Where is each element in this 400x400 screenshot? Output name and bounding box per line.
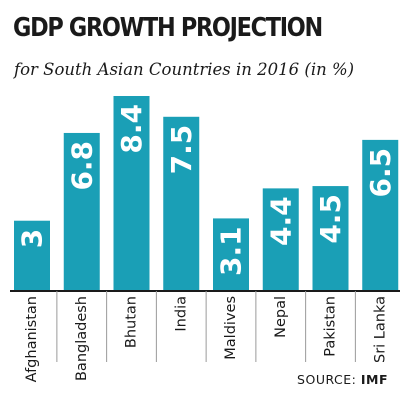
bar-bangladesh (63, 132, 100, 290)
category-label: Nepal (273, 296, 289, 338)
bar-maldives (213, 218, 249, 290)
bar-value-label: 3 (16, 229, 49, 248)
source-name: IMF (360, 372, 388, 387)
source-credit: SOURCE: IMF (297, 372, 388, 387)
bar-afghanistan (14, 220, 50, 290)
chart-title: GDP GROWTH PROJECTION (13, 13, 323, 43)
bar-value-label: 6.8 (65, 141, 98, 191)
category-label: Bhutan (124, 296, 140, 348)
chart-subtitle: for South Asian Countries in 2016 (in %) (14, 60, 355, 79)
bar-value-label: 3.1 (215, 226, 248, 276)
bar-india (163, 116, 200, 291)
source-prefix: SOURCE: (297, 372, 357, 387)
bar-value-label: 6.5 (364, 148, 397, 198)
bar-bhutan (113, 96, 150, 290)
category-label: Afghanistan (24, 296, 40, 382)
bar-value-label: 7.5 (165, 125, 198, 175)
category-label: Bangladesh (74, 296, 90, 381)
bar-nepal (262, 188, 299, 290)
bar-value-label: 4.5 (314, 194, 347, 244)
bar-pakistan (312, 186, 349, 290)
category-label: Maldives (223, 296, 239, 360)
category-label: India (173, 296, 189, 332)
bar-value-label: 4.4 (264, 196, 297, 246)
category-label: Pakistan (323, 296, 339, 357)
category-label: Sri Lanka (372, 296, 388, 363)
bar-value-label: 8.4 (115, 104, 148, 154)
bar-sri-lanka (362, 139, 399, 290)
